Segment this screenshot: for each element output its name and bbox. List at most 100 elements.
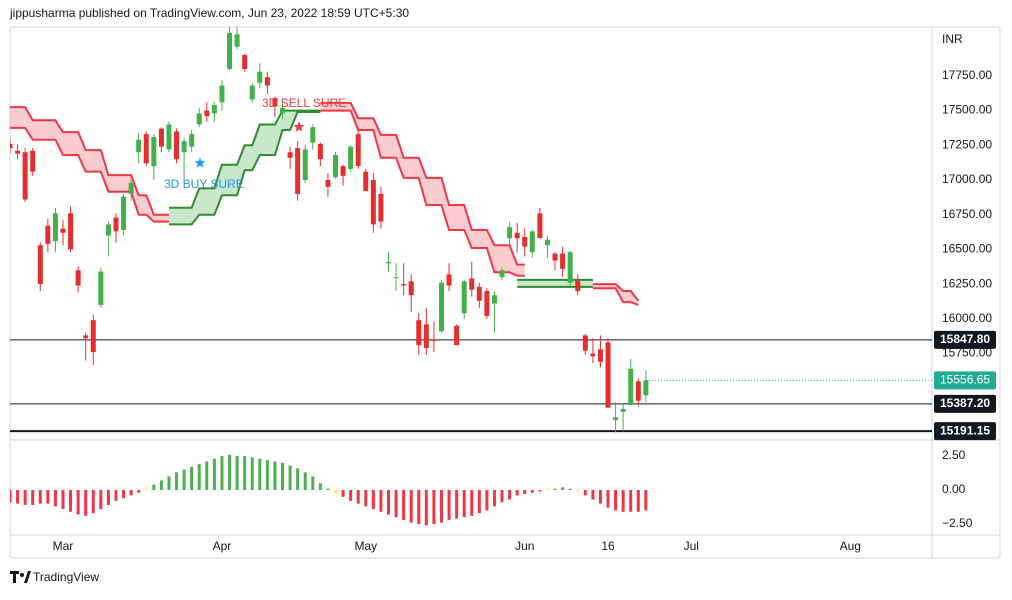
y-tick-label: 15750.00 <box>942 346 992 360</box>
candle-body <box>469 278 475 290</box>
oscillator-bar <box>212 458 216 491</box>
band-fill <box>517 279 593 287</box>
candle-body <box>446 274 452 286</box>
axes: 17750.00 17500.00 17250.00 17000.00 16750.00… <box>53 68 996 553</box>
candle-body <box>537 213 543 239</box>
candle-body <box>552 253 558 261</box>
candle-body <box>317 143 323 160</box>
x-tick-label: Mar <box>53 539 74 553</box>
band-fill <box>168 110 321 225</box>
y-tick-label: 16750.00 <box>942 207 992 221</box>
candle-body <box>211 105 217 114</box>
candle-body <box>620 409 626 412</box>
oscillator-bar <box>424 490 428 526</box>
candle-body <box>499 270 505 278</box>
oscillator-bar <box>629 490 633 512</box>
oscillator-bar <box>190 466 194 491</box>
oscillator-bar <box>500 490 504 503</box>
oscillator-bar <box>409 490 413 523</box>
oscillator-bar <box>152 484 156 491</box>
oscillator-bar <box>84 490 88 516</box>
candle-body <box>355 134 361 167</box>
candle-body <box>635 381 641 401</box>
candle-body <box>219 85 225 103</box>
oscillator-bar <box>273 461 277 491</box>
candle-body <box>575 279 581 292</box>
oscillator-bar <box>114 490 118 501</box>
level-label-box <box>934 330 996 349</box>
candle-body <box>264 77 270 86</box>
x-tick-label: Apr <box>213 539 232 553</box>
oscillator-bar <box>220 456 224 491</box>
candle-body <box>136 139 142 153</box>
oscillator-bar <box>10 490 12 503</box>
candle-body <box>166 124 172 150</box>
candle-body <box>401 284 407 286</box>
candle-body <box>325 179 331 187</box>
candle-body <box>438 282 444 332</box>
oscillator-bar <box>122 490 126 499</box>
oscillator-bar <box>538 490 542 492</box>
level-label: 15191.15 <box>940 423 990 437</box>
band-upper-line <box>10 101 640 302</box>
oscillator-bar <box>356 490 360 504</box>
oscillator-bar <box>99 490 103 510</box>
oscillator-bar <box>175 472 179 491</box>
candle-body <box>280 107 286 114</box>
oscillator-bar <box>250 457 254 491</box>
oscillator-bar <box>417 490 421 524</box>
candle-body <box>567 252 573 283</box>
oscillator-bar <box>470 490 474 516</box>
oscillator-bar <box>402 490 406 520</box>
oscillator-bar <box>561 487 565 491</box>
candle-body <box>560 253 566 269</box>
candle-body <box>613 417 619 421</box>
candle-body <box>242 55 248 69</box>
candle-body <box>128 182 134 194</box>
oscillator-bar <box>591 490 595 500</box>
candle-body <box>257 71 263 83</box>
candle-body <box>68 213 74 250</box>
candle-body <box>423 324 429 348</box>
oscillator-bar <box>61 490 65 510</box>
osc-tick-label: 2.50 <box>942 448 966 462</box>
oscillator-bar <box>349 490 353 501</box>
oscillator-bar <box>606 490 610 508</box>
level-label-box <box>934 422 996 441</box>
oscillator-bar <box>614 490 618 511</box>
candle-body <box>83 335 89 339</box>
candle-body <box>393 277 399 279</box>
y-tick-label: 17250.00 <box>942 137 992 151</box>
candle-body <box>340 166 346 176</box>
band-fill <box>592 284 639 305</box>
oscillator-bar <box>455 490 459 519</box>
candle-body <box>227 32 233 69</box>
candle-body <box>295 148 301 194</box>
candle-body <box>363 171 369 192</box>
candle-body <box>90 320 96 353</box>
candle-body <box>151 136 157 167</box>
candle-body <box>30 150 36 172</box>
y-tick-label: 17750.00 <box>942 68 992 82</box>
sell-signal-star <box>293 121 305 132</box>
candle-body <box>158 128 164 147</box>
oscillator-bar <box>568 488 572 491</box>
candle-body <box>60 228 66 233</box>
candle-body <box>484 291 490 317</box>
oscillator-bar <box>523 490 527 495</box>
oscillator-bar <box>621 490 625 512</box>
candle-body <box>196 113 202 125</box>
candle-body <box>181 141 187 153</box>
candle-body <box>370 179 376 225</box>
oscillator-bar <box>23 490 27 505</box>
oscillator-bar <box>296 468 300 491</box>
candle-body <box>75 270 81 286</box>
oscillator-bar <box>341 490 345 497</box>
oscillator-bar <box>129 490 133 496</box>
candle-body <box>597 349 603 362</box>
oscillator-bar <box>69 490 73 512</box>
candle-body <box>10 143 13 149</box>
oscillator-bar <box>288 465 292 491</box>
oscillator-bar <box>447 490 451 520</box>
